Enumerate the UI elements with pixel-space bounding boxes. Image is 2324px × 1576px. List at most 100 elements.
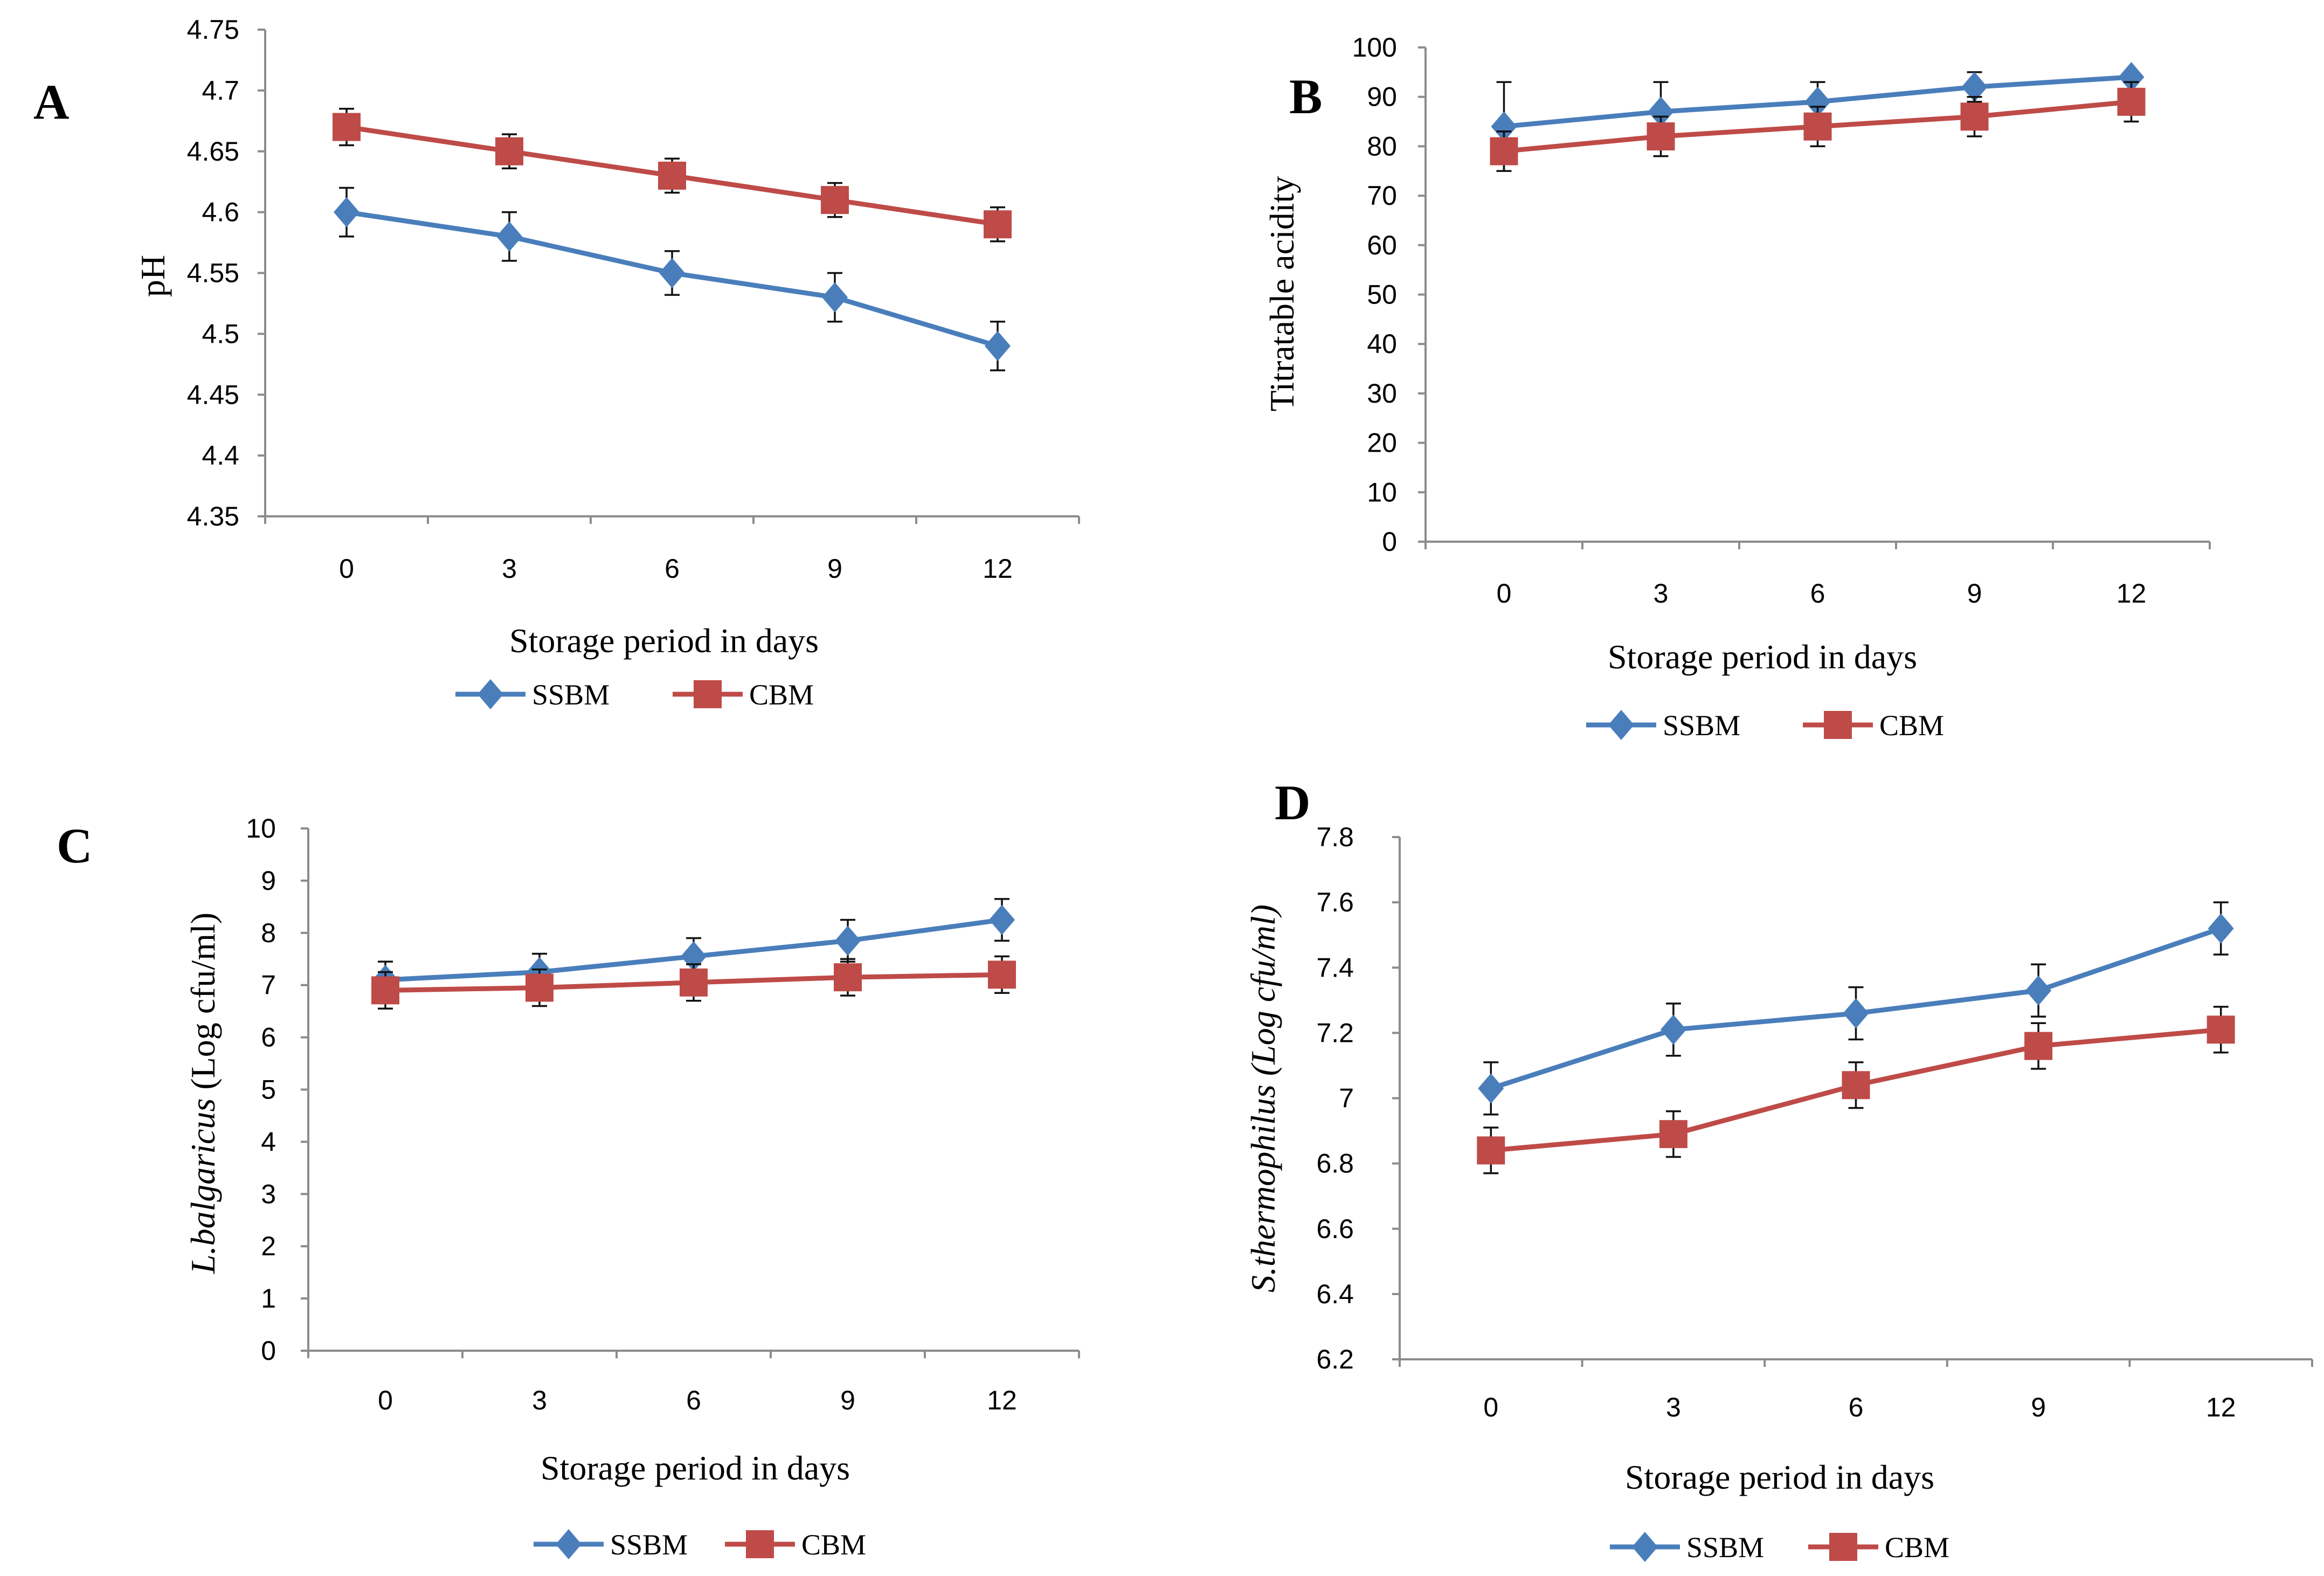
panel-label-a: A [33, 74, 69, 129]
y-tick-label-d: 6.6 [1316, 1214, 1354, 1244]
y-tick-label-d: 7.6 [1316, 887, 1354, 917]
x-tick-label-c: 6 [686, 1385, 701, 1415]
data-point-cbm [680, 968, 708, 997]
panel-label-d: D [1275, 775, 1310, 830]
data-point-ssbm [2208, 913, 2234, 944]
data-point-cbm [2207, 1015, 2235, 1044]
series-cbm-d [1477, 1006, 2235, 1174]
y-tick-label-d: 6.8 [1316, 1149, 1354, 1179]
chart-panel-d: D 6.2 6.4 6.6 6.8 7 7.2 7.4 7.6 7.8 0 3 6 9 12 Storage … [1244, 775, 2313, 1564]
x-tick-label-b: 0 [1497, 578, 1512, 609]
legend-marker-cbm [1824, 711, 1852, 739]
x-tick-label-d: 12 [2206, 1392, 2236, 1422]
y-tick-label-c: 2 [261, 1231, 276, 1261]
y-tick-label-c: 9 [261, 866, 276, 896]
y-tick-label-c: 3 [261, 1179, 276, 1209]
x-tick-label-a: 12 [983, 554, 1013, 584]
y-tick-label-a: 4.45 [187, 379, 239, 410]
y-axis-title-a: pH [134, 255, 172, 297]
legend-label-ssbm: SSBM [610, 1529, 688, 1561]
data-point-cbm [1803, 112, 1832, 141]
panel-label-c: C [57, 818, 92, 873]
data-point-cbm [495, 137, 523, 165]
data-point-cbm [2117, 87, 2146, 116]
data-point-ssbm [835, 925, 861, 956]
data-point-cbm [1490, 137, 1518, 165]
y-axis-title-c: L.balgaricus (Log cfu/ml) [184, 913, 222, 1274]
series-cbm-b [1490, 81, 2146, 172]
legend-marker-cbm [1829, 1533, 1857, 1561]
panel-label-b: B [1289, 69, 1322, 124]
x-tick-label-b: 12 [2116, 578, 2147, 609]
x-tick-label-c: 0 [378, 1385, 393, 1415]
y-tick-label-c: 6 [261, 1022, 276, 1053]
data-point-cbm [1842, 1071, 1870, 1100]
data-point-ssbm [989, 904, 1015, 935]
data-point-ssbm [1804, 86, 1831, 117]
series-ssbm-b [1491, 62, 2145, 172]
data-point-ssbm [2118, 62, 2145, 93]
x-tick-label-a: 6 [665, 554, 680, 584]
y-tick-label-b: 60 [1367, 230, 1397, 260]
y-tick-label-b: 70 [1367, 181, 1397, 211]
legend-label-cbm: CBM [749, 679, 814, 711]
data-point-ssbm [822, 282, 848, 313]
data-point-cbm [658, 161, 686, 190]
data-point-cbm [371, 976, 399, 1005]
legend-c: SSBM CBM [534, 1529, 866, 1561]
y-tick-label-d: 7.8 [1316, 822, 1354, 852]
x-tick-label-c: 9 [840, 1385, 855, 1415]
legend-label-ssbm: SSBM [1663, 709, 1740, 742]
y-tick-label-a: 4.55 [187, 258, 239, 288]
x-axis-title-d: Storage period in days [1625, 1458, 1934, 1496]
legend-marker-ssbm [478, 679, 503, 709]
data-point-ssbm [659, 258, 685, 288]
x-tick-label-d: 3 [1666, 1392, 1681, 1422]
x-tick-label-b: 6 [1810, 578, 1825, 609]
legend-b: SSBM CBM [1586, 709, 1944, 742]
legend-a: SSBM CBM [455, 679, 814, 711]
y-tick-label-b: 100 [1352, 32, 1397, 63]
y-tick-label-c: 4 [261, 1126, 276, 1157]
x-tick-label-a: 0 [339, 554, 354, 584]
data-point-cbm [1659, 1120, 1687, 1149]
x-tick-label-c: 3 [532, 1385, 547, 1415]
y-tick-label-a: 4.4 [202, 440, 239, 471]
data-point-ssbm [1843, 998, 1869, 1029]
y-tick-label-c: 0 [261, 1336, 276, 1366]
legend-marker-ssbm [556, 1529, 582, 1559]
y-tick-label-c: 10 [246, 813, 276, 844]
y-tick-label-b: 10 [1367, 477, 1397, 507]
y-tick-label-a: 4.6 [202, 197, 239, 227]
y-tick-label-a: 4.5 [202, 319, 239, 349]
y-tick-label-a: 4.75 [187, 15, 239, 45]
x-tick-label-d: 6 [1849, 1392, 1864, 1422]
y-tick-label-d: 6.4 [1316, 1279, 1354, 1309]
series-cbm-a [333, 107, 1012, 243]
y-tick-label-b: 90 [1367, 82, 1397, 112]
x-axis-title-a: Storage period in days [509, 621, 819, 660]
y-tick-label-c: 1 [261, 1283, 276, 1314]
legend-marker-ssbm [1632, 1532, 1658, 1562]
y-tick-label-b: 0 [1382, 527, 1397, 557]
data-point-cbm [525, 973, 554, 1002]
data-point-ssbm [1961, 72, 1988, 102]
x-tick-label-a: 9 [827, 554, 842, 584]
y-axis-title-b: Titratable acidity [1263, 176, 1301, 412]
data-point-ssbm [334, 197, 359, 227]
x-tick-label-c: 12 [987, 1385, 1017, 1415]
legend-label-cbm: CBM [1879, 709, 1944, 742]
y-tick-label-c: 5 [261, 1075, 276, 1105]
y-tick-label-d: 7.2 [1316, 1018, 1354, 1048]
data-point-ssbm [1660, 1014, 1686, 1045]
y-axis-title-d: S.thermophilus (Log cfu/ml) [1244, 904, 1282, 1292]
x-axis-title-b: Storage period in days [1608, 638, 1917, 676]
y-tick-label-c: 8 [261, 918, 276, 948]
y-tick-label-b: 80 [1367, 131, 1397, 161]
legend-marker-ssbm [1608, 710, 1634, 740]
x-tick-label-d: 9 [2031, 1392, 2046, 1422]
y-tick-label-d: 6.2 [1316, 1344, 1354, 1374]
y-tick-label-b: 40 [1367, 329, 1397, 359]
y-tick-label-a: 4.65 [187, 136, 239, 167]
